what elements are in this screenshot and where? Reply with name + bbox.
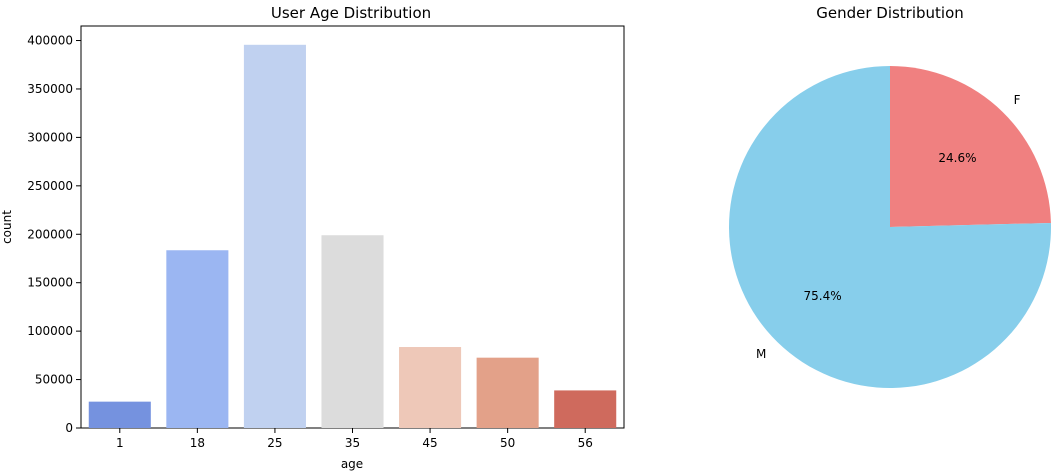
y-tick-label: 400000 bbox=[27, 34, 73, 48]
bar-age-56 bbox=[554, 390, 617, 428]
y-tick-label: 250000 bbox=[27, 179, 73, 193]
bar-age-45 bbox=[399, 347, 462, 428]
bar-chart-title: User Age Distribution bbox=[271, 4, 431, 22]
y-tick-label: 150000 bbox=[27, 276, 73, 290]
x-tick-label: 56 bbox=[578, 436, 593, 450]
pie-pct-label: 24.6% bbox=[938, 151, 976, 165]
x-tick-label: 1 bbox=[116, 436, 124, 450]
bar-age-18 bbox=[166, 250, 229, 428]
y-tick-label: 350000 bbox=[27, 82, 73, 96]
y-tick-label: 50000 bbox=[35, 373, 73, 387]
x-axis-label: age bbox=[341, 457, 363, 471]
y-axis-label: count bbox=[0, 210, 14, 244]
bar-chart: User Age Distribution 0 50000 100000 150000… bbox=[0, 4, 625, 471]
bar-age-25 bbox=[243, 44, 306, 428]
y-tick-label: 300000 bbox=[27, 130, 73, 144]
x-tick-label: 50 bbox=[500, 436, 515, 450]
x-axis: 1 18 25 35 45 50 56 bbox=[116, 428, 593, 450]
pie-label: M bbox=[756, 347, 766, 361]
bar-age-50 bbox=[476, 357, 539, 428]
y-axis: 0 50000 100000 150000 200000 250000 300000 3500… bbox=[27, 34, 81, 435]
x-tick-label: 25 bbox=[267, 436, 282, 450]
pie-slice-M bbox=[728, 66, 1051, 388]
pie-labels: F 24.6% M 75.4% bbox=[756, 93, 1021, 361]
pie-slices bbox=[728, 66, 1051, 388]
x-tick-label: 18 bbox=[190, 436, 205, 450]
pie-label: F bbox=[1014, 93, 1021, 107]
y-tick-label: 200000 bbox=[27, 227, 73, 241]
pie-pct-label: 75.4% bbox=[803, 289, 841, 303]
bars bbox=[88, 44, 617, 428]
y-tick-label: 100000 bbox=[27, 324, 73, 338]
pie-chart-title: Gender Distribution bbox=[816, 4, 964, 22]
x-tick-label: 35 bbox=[345, 436, 360, 450]
y-tick-label: 0 bbox=[65, 421, 73, 435]
bar-age-35 bbox=[321, 235, 384, 428]
pie-chart: Gender Distribution F 24.6% M 75.4% bbox=[728, 4, 1051, 388]
pie-slice-F bbox=[890, 66, 1051, 227]
x-tick-label: 45 bbox=[422, 436, 437, 450]
bar-age-1 bbox=[88, 401, 151, 428]
